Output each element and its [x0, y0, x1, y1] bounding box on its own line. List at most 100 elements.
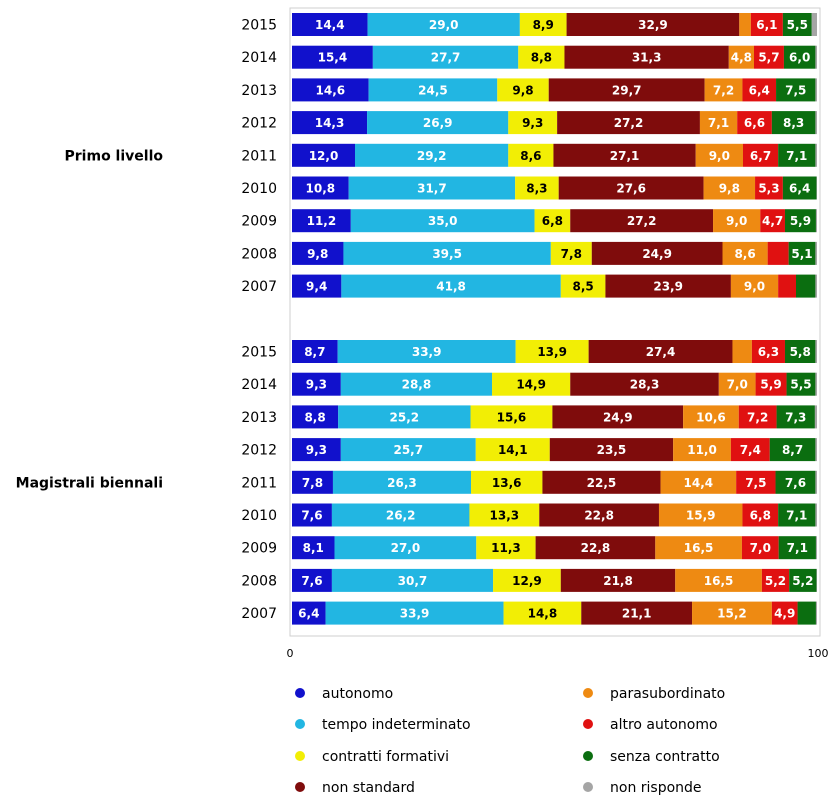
data-label: 8,7: [304, 345, 325, 359]
data-label: 15,6: [497, 410, 527, 424]
bar-segment: [292, 143, 355, 167]
data-label: 7,0: [750, 541, 771, 555]
bar-segment: [338, 405, 471, 429]
bar-segment: [815, 45, 817, 69]
bar-segment: [292, 372, 341, 396]
bar-segment: [775, 470, 816, 494]
data-label: 11,0: [687, 443, 717, 457]
bar-segment: [815, 372, 817, 396]
data-label: 7,3: [785, 410, 806, 424]
bar-segment: [771, 111, 816, 135]
bar-segment: [542, 470, 661, 494]
bar-segment: [754, 45, 784, 69]
bar-segment: [776, 405, 815, 429]
data-label: 23,9: [653, 280, 683, 294]
data-label: 14,4: [684, 476, 714, 490]
labels-layer: 2015 14,4 29,0 8,9 32,9 6,1 5,5 2014 15,4 27,7 8,8…: [16, 18, 814, 623]
bar-segment: [508, 143, 554, 167]
bar-segment: [695, 143, 743, 167]
data-label: 16,5: [684, 541, 714, 555]
data-label: 5,2: [765, 574, 786, 588]
year-tick-label: 2014: [241, 377, 277, 393]
bar-segment: [515, 340, 589, 363]
bar-segment: [784, 340, 816, 363]
data-label: 27,4: [646, 345, 676, 359]
year-tick-label: 2013: [241, 83, 277, 99]
data-label: 14,3: [315, 116, 345, 130]
bar-segment: [788, 241, 816, 265]
bar-segment: [292, 13, 368, 36]
bar-segment: [292, 568, 332, 592]
bar-segment: [292, 45, 373, 69]
bar-segment: [337, 340, 516, 363]
legend-label: autonomo: [322, 686, 393, 702]
year-tick-label: 2011: [241, 475, 277, 491]
bar-segment: [815, 340, 817, 363]
bar-segment: [761, 568, 790, 592]
bar-segment: [497, 78, 549, 102]
year-tick-label: 2012: [241, 116, 277, 132]
bar-segment: [292, 274, 342, 298]
x-tick-label: 100: [808, 647, 829, 660]
year-tick-label: 2011: [241, 148, 277, 164]
legend: autonomo tempo indeterminato contratti for…: [295, 686, 725, 796]
data-label: 9,8: [307, 247, 328, 261]
x-axis: 0 100: [287, 647, 829, 660]
bar-segment: [750, 13, 783, 36]
bar-segment: [815, 78, 817, 102]
bar-segment: [699, 111, 738, 135]
bar-segment: [343, 241, 551, 265]
year-tick-label: 2008: [241, 246, 277, 262]
bar-segment: [292, 340, 338, 363]
data-label: 7,4: [740, 443, 761, 457]
bar-segment: [470, 405, 553, 429]
data-label: 6,4: [789, 182, 810, 196]
bar-segment: [534, 209, 571, 233]
data-label: 9,3: [306, 378, 327, 392]
bar-segment: [730, 438, 770, 462]
bar-segment: [815, 241, 817, 265]
data-label: 7,1: [787, 541, 808, 555]
data-label: 8,8: [304, 410, 325, 424]
bar-segment: [755, 176, 783, 200]
bar-segment: [778, 143, 816, 167]
data-label: 8,1: [303, 541, 324, 555]
data-label: 7,1: [786, 149, 807, 163]
bar-segment: [741, 536, 779, 560]
data-label: 29,7: [612, 83, 642, 97]
data-label: 7,6: [785, 476, 806, 490]
data-label: 31,7: [417, 182, 447, 196]
bar-segment: [331, 568, 494, 592]
bar-segment: [292, 209, 351, 233]
data-label: 13,3: [490, 509, 520, 523]
data-label: 9,0: [709, 149, 730, 163]
year-tick-label: 2008: [241, 573, 277, 589]
bar-segment: [815, 601, 817, 625]
data-label: 29,0: [429, 18, 459, 32]
data-label: 9,0: [726, 214, 747, 228]
bar-segment: [815, 274, 817, 298]
bar-segment: [588, 340, 733, 363]
bar-segment: [552, 405, 684, 429]
data-label: 22,5: [587, 476, 617, 490]
legend-marker: [295, 688, 305, 698]
bar-segment: [751, 340, 785, 363]
bar-segment: [519, 13, 567, 36]
bar-segment: [815, 470, 817, 494]
data-label: 22,8: [584, 509, 614, 523]
data-label: 21,8: [603, 574, 633, 588]
year-tick-label: 2012: [241, 443, 277, 459]
group-label: Primo livello: [65, 148, 164, 164]
data-label: 5,5: [787, 18, 808, 32]
legend-label: non risponde: [610, 780, 702, 796]
bar-segment: [658, 503, 743, 527]
data-label: 24,5: [418, 83, 448, 97]
bar-segment: [722, 241, 768, 265]
bar-segment: [518, 45, 565, 69]
bar-segment: [732, 340, 752, 363]
year-tick-label: 2009: [241, 214, 277, 230]
bar-segment: [778, 274, 796, 298]
data-label: 13,9: [537, 345, 567, 359]
bar-segment: [492, 372, 571, 396]
data-label: 21,1: [622, 607, 652, 621]
